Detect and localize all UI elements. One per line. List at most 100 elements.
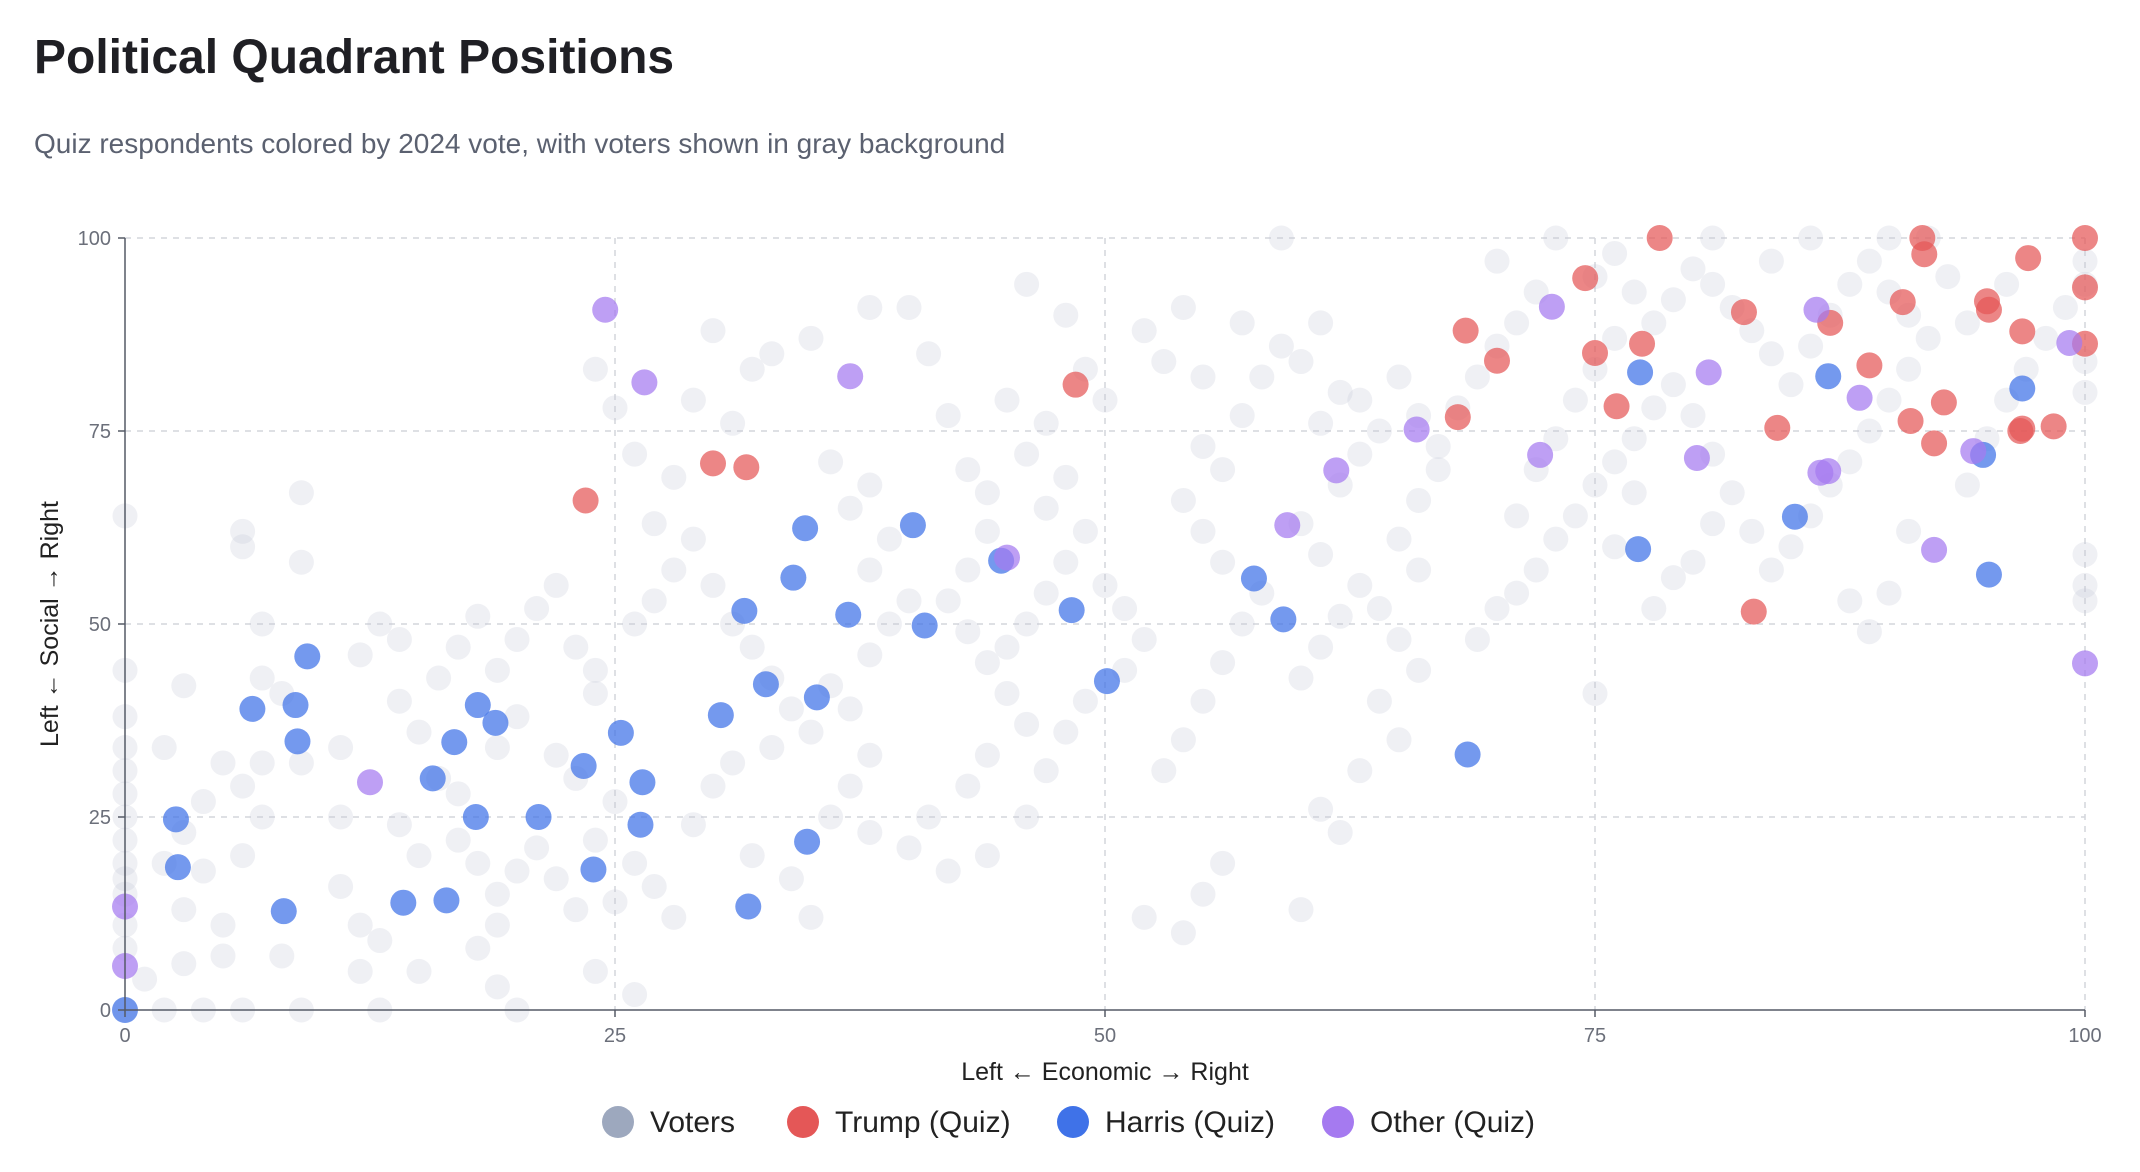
point-voters: [1602, 449, 1628, 475]
point-trump-quiz: [1856, 352, 1883, 379]
point-voters: [1700, 271, 1726, 297]
point-voters: [543, 866, 569, 892]
point-voters: [1504, 503, 1530, 529]
point-voters: [1641, 310, 1667, 336]
point-voters: [1856, 619, 1882, 645]
point-harris-quiz: [627, 811, 654, 838]
point-voters: [190, 858, 216, 884]
point-voters: [641, 511, 667, 537]
point-harris-quiz: [780, 564, 807, 591]
point-voters: [1562, 503, 1588, 529]
point-voters: [445, 827, 471, 853]
point-voters: [1131, 904, 1157, 930]
point-harris-quiz: [1093, 668, 1120, 695]
point-voters: [1484, 596, 1510, 622]
point-harris-quiz: [441, 729, 468, 756]
point-voters: [955, 773, 981, 799]
point-harris-quiz: [731, 597, 758, 624]
point-trump-quiz: [1582, 340, 1608, 367]
point-voters: [1210, 650, 1236, 676]
point-voters: [680, 812, 706, 838]
point-voters: [367, 611, 393, 637]
point-voters: [935, 588, 961, 614]
point-voters: [896, 835, 922, 861]
point-voters: [700, 318, 726, 344]
point-voters: [1386, 626, 1412, 652]
point-voters: [1131, 626, 1157, 652]
point-harris-quiz: [911, 612, 938, 639]
point-voters: [974, 518, 1000, 544]
point-voters: [680, 526, 706, 552]
point-voters: [249, 750, 275, 776]
point-voters: [524, 596, 550, 622]
point-trump-quiz: [1730, 299, 1757, 326]
point-voters: [1131, 318, 1157, 344]
point-harris-quiz: [1270, 606, 1297, 633]
point-voters: [994, 680, 1020, 706]
point-voters: [1935, 264, 1961, 290]
point-harris-quiz: [570, 753, 597, 780]
point-voters: [504, 858, 530, 884]
point-voters: [641, 873, 667, 899]
point-voters: [1425, 457, 1451, 483]
point-voters: [1190, 881, 1216, 907]
point-voters: [1347, 758, 1373, 784]
point-voters: [1896, 518, 1922, 544]
point-voters: [1837, 271, 1863, 297]
point-harris-quiz: [270, 898, 297, 925]
point-voters: [935, 858, 961, 884]
point-voters: [543, 742, 569, 768]
point-voters: [1994, 271, 2020, 297]
point-voters: [602, 889, 628, 915]
point-voters: [288, 750, 314, 776]
legend-marker-harris-quiz: [1057, 1106, 1089, 1138]
point-voters: [445, 634, 471, 660]
point-voters: [2072, 248, 2098, 274]
point-voters: [1053, 302, 1079, 328]
point-voters: [1660, 372, 1686, 398]
point-voters: [563, 897, 589, 923]
point-trump-quiz: [2015, 245, 2042, 272]
point-voters: [955, 557, 981, 583]
point-voters: [1798, 225, 1824, 251]
point-voters: [1249, 364, 1275, 390]
point-voters: [778, 866, 804, 892]
point-harris-quiz: [1058, 597, 1085, 624]
point-trump-quiz: [1452, 317, 1479, 344]
point-trump-quiz: [2009, 318, 2036, 345]
point-trump-quiz: [1921, 430, 1948, 457]
point-voters: [1504, 580, 1530, 606]
point-other-quiz: [1403, 416, 1430, 443]
point-voters: [1092, 387, 1118, 413]
x-tick-label: 50: [1094, 1025, 1116, 1047]
data-points: [112, 225, 2098, 1023]
point-voters: [1856, 248, 1882, 274]
point-voters: [1053, 464, 1079, 490]
point-voters: [700, 572, 726, 598]
point-voters: [622, 982, 648, 1008]
point-voters: [1680, 549, 1706, 575]
point-trump-quiz: [572, 487, 599, 514]
point-other-quiz: [1815, 458, 1842, 485]
point-voters: [1837, 588, 1863, 614]
point-voters: [622, 441, 648, 467]
point-voters: [1758, 341, 1784, 367]
point-trump-quiz: [1572, 265, 1599, 292]
point-trump-quiz: [1975, 296, 2002, 323]
point-voters: [484, 881, 510, 907]
point-voters: [328, 804, 354, 830]
point-harris-quiz: [835, 601, 862, 628]
point-voters: [1602, 240, 1628, 266]
point-voters: [1033, 758, 1059, 784]
point-voters: [1268, 333, 1294, 359]
point-harris-quiz: [462, 804, 489, 830]
point-voters: [1778, 372, 1804, 398]
point-voters: [484, 735, 510, 761]
point-voters: [720, 750, 746, 776]
point-voters: [2033, 325, 2059, 351]
point-voters: [739, 356, 765, 382]
point-trump-quiz: [2072, 274, 2098, 301]
point-voters: [837, 773, 863, 799]
point-harris-quiz: [1627, 359, 1654, 386]
